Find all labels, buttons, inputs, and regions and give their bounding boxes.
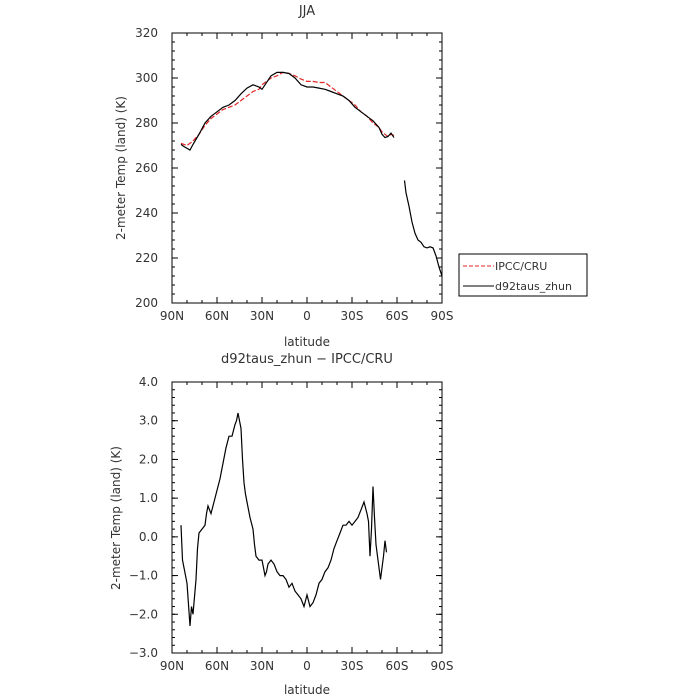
bottom-y-tick-label: −1.0 xyxy=(129,569,158,583)
top-x-tick-label: 30S xyxy=(341,309,364,323)
bottom-y-tick-label: −2.0 xyxy=(129,607,158,621)
legend-label-ipcc-cru: IPCC/CRU xyxy=(495,260,547,273)
bottom-x-axis-label: latitude xyxy=(284,683,330,697)
bottom-y-tick-label: 0.0 xyxy=(139,530,158,544)
top-x-tick-label: 0 xyxy=(303,309,311,323)
top-y-tick-label: 260 xyxy=(135,161,158,175)
bottom-y-tick-label: 4.0 xyxy=(139,375,158,389)
top-series-line-ipcc-cru xyxy=(180,71,395,147)
legend: IPCC/CRU d92taus_zhun xyxy=(458,253,588,297)
bottom-chart-title: d92taus_zhun − IPCC/CRU xyxy=(221,352,393,367)
bottom-x-tick-label: 60S xyxy=(386,659,409,673)
top-y-tick-label: 240 xyxy=(135,206,158,220)
top-series-line-d92taus-zhun xyxy=(180,71,443,277)
bottom-x-tick-label: 30N xyxy=(250,659,274,673)
top-x-tick-label: 60N xyxy=(205,309,229,323)
top-ticks: 90N 60N 30N 0 30S 60S 90S 200 220 240 260 280 300 320 xyxy=(135,26,453,323)
bottom-ticks: 90N 60N 30N 0 30S 60S 90S −3.0 −2.0 −1.0 0.0 1.0 2.0… xyxy=(129,375,454,673)
bottom-plot-frame xyxy=(171,381,443,654)
bottom-x-tick-label: 90N xyxy=(160,659,184,673)
bottom-panel: d92taus_zhun − IPCC/CRU 2-meter Temp (la… xyxy=(109,352,453,697)
bottom-y-tick-label: 3.0 xyxy=(139,414,158,428)
bottom-x-tick-label: 90S xyxy=(431,659,454,673)
top-y-axis-label: 2-meter Temp (land) (K) xyxy=(114,96,128,240)
bottom-x-tick-label: 30S xyxy=(341,659,364,673)
top-y-tick-label: 200 xyxy=(135,296,158,310)
top-x-tick-label: 90N xyxy=(160,309,184,323)
top-panel: JJA 2-meter Temp (land) (K) latitude 90N… xyxy=(114,4,453,349)
bottom-series-line-0 xyxy=(180,412,388,626)
top-y-tick-label: 280 xyxy=(135,116,158,130)
top-x-tick-label: 90S xyxy=(431,309,454,323)
top-plot-frame xyxy=(171,32,443,304)
top-chart-title: JJA xyxy=(298,4,315,19)
bottom-series-lines xyxy=(180,412,388,626)
bottom-x-tick-label: 0 xyxy=(303,659,311,673)
top-x-tick-label: 60S xyxy=(386,309,409,323)
top-x-tick-label: 30N xyxy=(250,309,274,323)
bottom-y-tick-label: 1.0 xyxy=(139,491,158,505)
top-x-axis-label: latitude xyxy=(284,335,330,349)
legend-label-d92taus-zhun: d92taus_zhun xyxy=(495,280,572,293)
legend-box xyxy=(458,253,588,297)
bottom-x-tick-label: 60N xyxy=(205,659,229,673)
top-series-lines xyxy=(180,71,443,277)
bottom-y-tick-label: 2.0 xyxy=(139,452,158,466)
top-y-tick-label: 220 xyxy=(135,251,158,265)
top-y-tick-label: 320 xyxy=(135,26,158,40)
bottom-y-tick-label: −3.0 xyxy=(129,646,158,660)
bottom-y-axis-label: 2-meter Temp (land) (K) xyxy=(109,446,123,590)
top-y-tick-label: 300 xyxy=(135,71,158,85)
